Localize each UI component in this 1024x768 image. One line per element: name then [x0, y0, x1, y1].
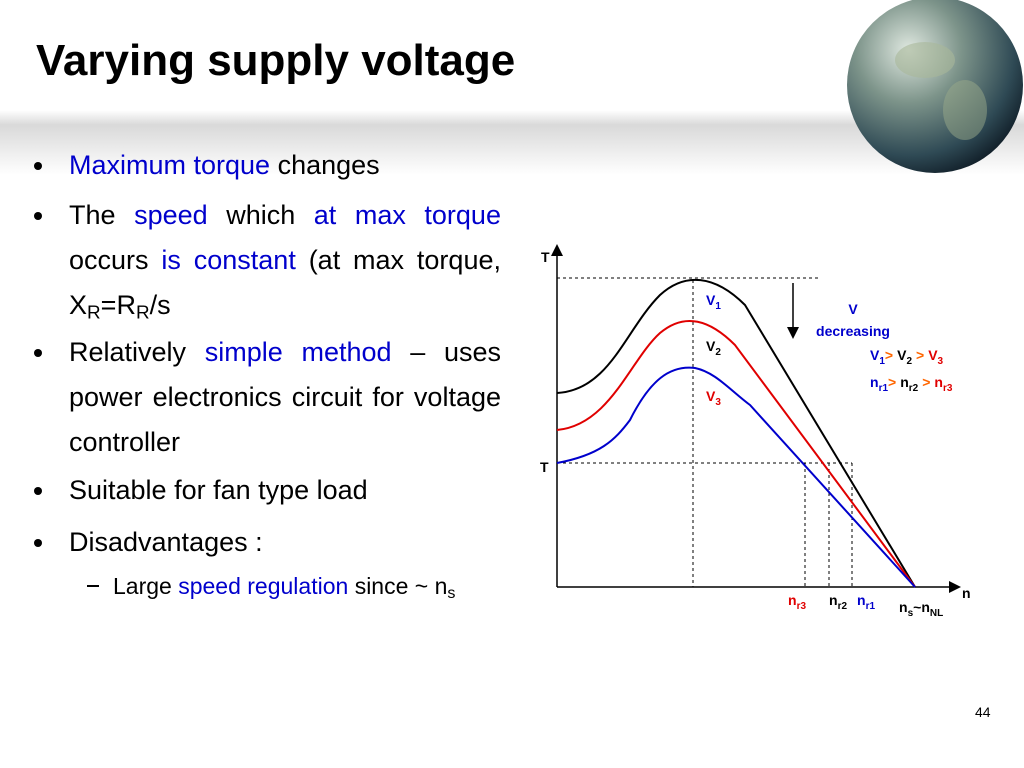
text: (at max torque, X: [69, 245, 501, 320]
text: V: [870, 347, 880, 363]
text: r3: [797, 601, 807, 612]
text: Large: [113, 573, 172, 599]
text: n: [934, 374, 943, 390]
text: 1: [879, 356, 885, 367]
text: Disadvantages :: [69, 527, 263, 557]
relation: V1> V2 > V3: [870, 347, 944, 367]
text: V: [897, 347, 907, 363]
text: s: [908, 608, 914, 619]
text: n: [900, 374, 909, 390]
page-number: 44: [975, 704, 991, 720]
text: at max torque: [313, 200, 501, 230]
text: n: [962, 585, 971, 601]
speed-label: nr3: [788, 592, 806, 612]
slide-title: Varying supply voltage: [36, 36, 516, 85]
curve-v1: [556, 278, 916, 588]
bullet-dot: [34, 349, 42, 357]
text: T: [541, 249, 550, 265]
text: NL: [930, 608, 943, 619]
globe-land: [895, 42, 955, 78]
curve-label: V2: [706, 338, 721, 358]
text: >: [922, 374, 930, 390]
curve-label: V3: [706, 388, 721, 408]
bullet-dot: [34, 162, 42, 170]
bullet-dot: [34, 212, 42, 220]
text: speed: [134, 200, 208, 230]
text: >: [888, 374, 896, 390]
axis-label: T: [541, 249, 550, 265]
bullet-dot: [34, 487, 42, 495]
text: n: [857, 592, 866, 608]
text: ~: [913, 599, 921, 615]
text: Maximum torque: [69, 150, 271, 180]
globe-land: [943, 80, 987, 140]
axis-label: T: [540, 459, 549, 475]
text: r3: [943, 383, 953, 394]
text: is constant: [161, 245, 296, 275]
text: simple method: [204, 337, 392, 367]
text: T: [540, 459, 549, 475]
text: The: [69, 200, 116, 230]
bullet: Disadvantages :: [34, 520, 501, 565]
curve-v2: [556, 319, 916, 588]
text: n: [899, 599, 908, 615]
text: r1: [866, 601, 876, 612]
text: 1: [715, 301, 721, 312]
text: Suitable for fan type load: [69, 475, 368, 505]
text: speed regulation: [178, 573, 349, 599]
bullet-dash: [87, 585, 99, 587]
text: since ~ n: [354, 573, 448, 599]
text: R: [87, 302, 101, 324]
text: >: [885, 347, 893, 363]
text: n: [921, 599, 930, 615]
arrow-label: decreasing: [816, 323, 890, 339]
text: changes: [277, 150, 380, 180]
text: /s: [149, 290, 171, 320]
text: decreasing: [816, 323, 890, 339]
text: occurs: [69, 245, 149, 275]
text: n: [870, 374, 879, 390]
text: r2: [909, 383, 919, 394]
text: V: [706, 388, 716, 404]
relation: nr1> nr2 > nr3: [870, 374, 953, 394]
text: n: [829, 592, 838, 608]
curve-v3: [556, 366, 916, 588]
bullet: The speed which at max torque occurs is …: [34, 193, 501, 336]
text: =R: [100, 290, 136, 320]
speed-label: nr1: [857, 592, 875, 612]
text: which: [226, 200, 296, 230]
bullet-dot: [34, 539, 42, 547]
bullet: Relatively simple method – uses power el…: [34, 330, 501, 465]
sync-speed-label: ns~nNL: [899, 599, 943, 619]
axis-label: n: [962, 585, 971, 601]
text: V: [706, 292, 716, 308]
curve-label: V1: [706, 292, 721, 312]
text: r2: [838, 601, 848, 612]
text: V: [706, 338, 716, 354]
bullet: Suitable for fan type load: [34, 468, 501, 513]
sub-bullet: Large speed regulation since ~ ns: [87, 566, 503, 613]
bullet: Maximum torque changes: [34, 143, 501, 188]
arrow-label: V: [848, 301, 858, 317]
text: R: [135, 302, 150, 324]
text: s: [447, 584, 456, 603]
text: – uses power electronics circuit for vol…: [69, 337, 501, 457]
text: V: [928, 347, 938, 363]
text: 3: [715, 397, 721, 408]
text: Relatively: [69, 337, 187, 367]
text: n: [788, 592, 797, 608]
text: 2: [715, 347, 721, 358]
text: V: [848, 301, 858, 317]
text: 3: [938, 356, 944, 367]
text: >: [916, 347, 924, 363]
speed-label: nr2: [829, 592, 847, 612]
text: 2: [906, 356, 912, 367]
text: r1: [879, 383, 889, 394]
